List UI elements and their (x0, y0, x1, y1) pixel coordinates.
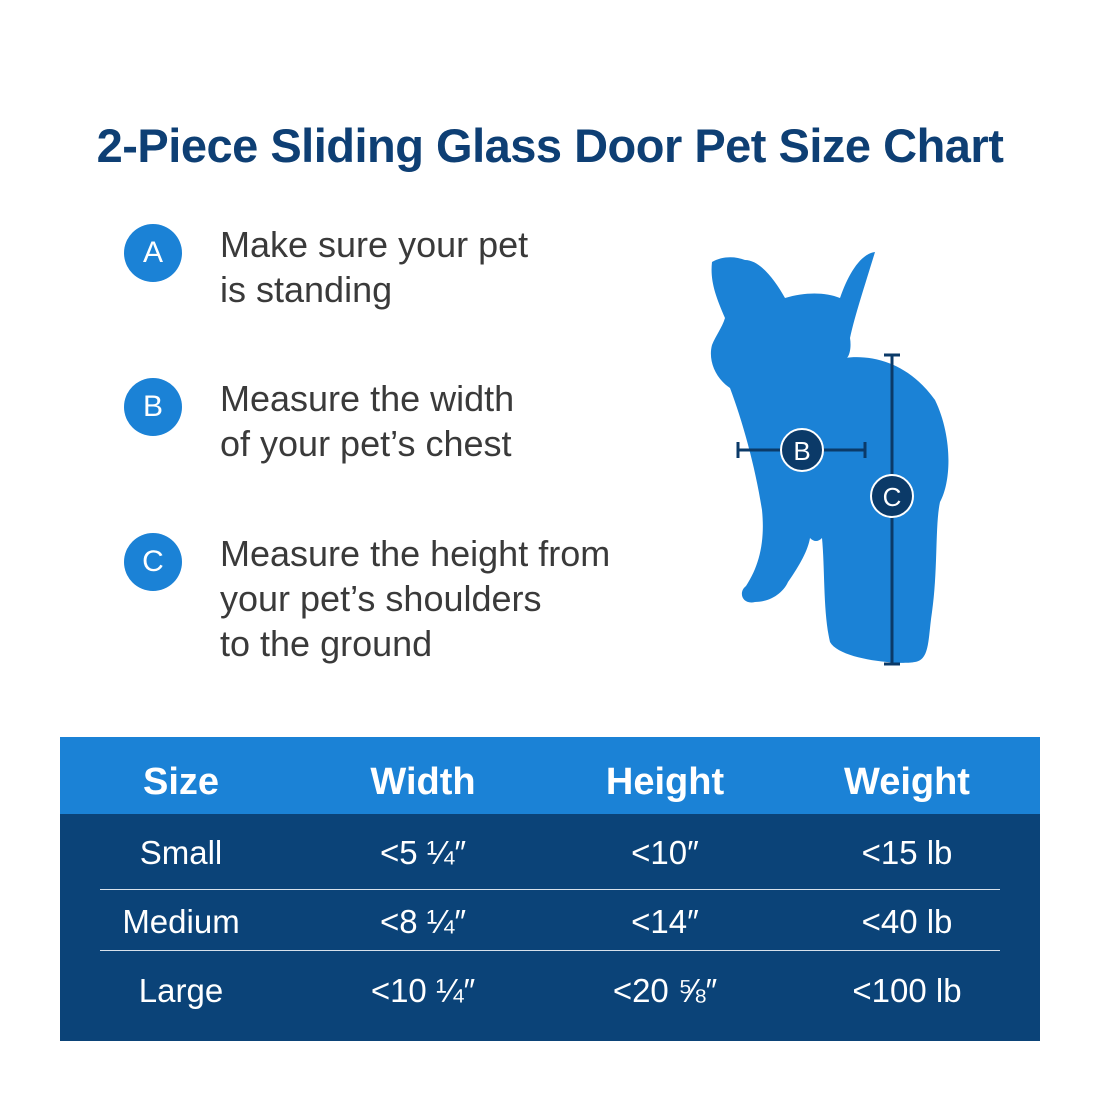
marker-c-icon: C (870, 474, 914, 518)
header-width: Width (370, 761, 476, 803)
row-divider (100, 889, 1000, 890)
header-height: Height (605, 761, 725, 803)
size-chart-table: Size Width Height Weight Small <5 ¼″ <10… (60, 737, 1040, 1041)
row-small-width: <5 ¼″ (380, 834, 466, 871)
row-small-size: Small (139, 834, 223, 871)
dog-silhouette-icon: B C (710, 252, 949, 666)
step-badge-c: C (124, 533, 182, 591)
row-large-height: <20 ⅝″ (612, 972, 718, 1009)
row-large-width: <10 ¼″ (370, 972, 476, 1009)
marker-b-icon: B (780, 428, 824, 472)
row-small-height: <10″ (631, 834, 699, 871)
header-weight: Weight (844, 761, 970, 803)
row-small-weight: <15 lb (861, 834, 953, 871)
marker-b-label: B (793, 436, 810, 466)
dog-measurement-illustration: B C (690, 240, 970, 680)
step-badge-b: B (124, 378, 182, 436)
header-size: Size (142, 761, 220, 803)
row-medium-weight: <40 lb (861, 903, 953, 940)
row-medium-width: <8 ¼″ (380, 903, 466, 940)
row-divider (100, 950, 1000, 951)
step-text-a: Make sure your pet is standing (220, 224, 529, 310)
row-medium-height: <14″ (631, 903, 699, 940)
page-title: 2-Piece Sliding Glass Door Pet Size Char… (96, 119, 1004, 172)
row-large-weight: <100 lb (852, 972, 962, 1009)
table-header: Size Width Height Weight (60, 737, 1040, 814)
step-badge-a: A (124, 224, 182, 282)
dog-body (710, 252, 949, 663)
row-large-size: Large (138, 972, 224, 1009)
marker-c-label: C (883, 482, 902, 512)
row-medium-size: Medium (122, 903, 240, 940)
step-text-c: Measure the height from your pet’s shoul… (220, 533, 611, 664)
step-text-b: Measure the width of your pet’s chest (220, 378, 515, 464)
